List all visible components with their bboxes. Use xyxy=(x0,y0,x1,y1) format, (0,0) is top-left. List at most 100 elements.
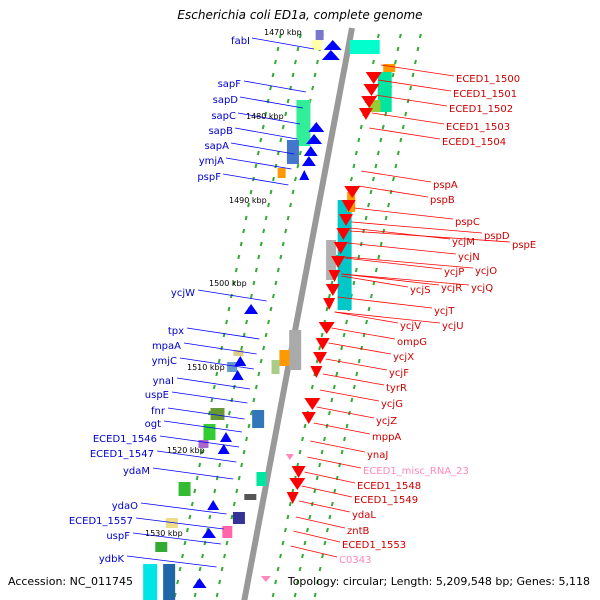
track-divider-dash xyxy=(349,176,353,182)
feature-block xyxy=(178,482,191,496)
track-divider-dash xyxy=(193,592,197,598)
track-divider-dash xyxy=(327,293,331,299)
track-divider-dash xyxy=(269,306,273,312)
track-divider-dash xyxy=(223,553,227,559)
gene-arrow xyxy=(358,108,373,120)
track-divider-dash xyxy=(193,488,197,494)
label-leader xyxy=(337,296,433,309)
track-divider-dash xyxy=(271,592,275,598)
track-divider-dash xyxy=(176,579,180,585)
track-divider-dash xyxy=(404,111,408,117)
label-leader xyxy=(380,64,455,77)
gene-arrow xyxy=(325,284,340,296)
gene-label-right: ycjQ xyxy=(471,283,493,294)
track-divider-dash xyxy=(267,319,271,325)
track-divider-dash xyxy=(335,371,339,377)
label-leader xyxy=(316,406,375,419)
track-divider-dash xyxy=(274,579,278,585)
label-leader xyxy=(197,289,267,302)
track-divider-dash xyxy=(254,267,258,273)
label-leader xyxy=(319,389,380,402)
track-divider-dash xyxy=(310,384,314,390)
track-divider-dash xyxy=(313,592,317,598)
gene-arrow xyxy=(289,478,306,490)
track-divider-dash xyxy=(257,371,261,377)
track-divider-dash xyxy=(313,72,317,78)
track-divider-dash xyxy=(359,124,363,130)
label-leader xyxy=(298,500,351,513)
gene-label-right: ompG xyxy=(397,337,427,348)
track-divider-dash xyxy=(328,514,332,520)
gene-label-right: ycjZ xyxy=(376,416,397,427)
track-divider-dash xyxy=(195,475,199,481)
gene-label-right: ycjT xyxy=(434,306,455,317)
label-leader xyxy=(304,471,356,484)
track-divider-dash xyxy=(269,189,273,195)
gene-label-right: pspB xyxy=(430,195,455,206)
track-divider-dash xyxy=(398,33,402,39)
gene-label-left: fabI xyxy=(231,36,250,47)
track-divider-dash xyxy=(200,449,204,455)
label-leader xyxy=(378,79,452,92)
track-divider-dash xyxy=(365,319,369,325)
track-divider-dash xyxy=(379,241,383,247)
track-divider-dash xyxy=(340,449,344,455)
gene-label-left: ydaO xyxy=(112,501,138,512)
feature-block xyxy=(143,564,158,600)
gene-arrow xyxy=(219,432,232,442)
gene-label-right: ECED1_1553 xyxy=(342,540,406,551)
track-divider-dash xyxy=(210,397,214,403)
gene-arrow xyxy=(260,576,271,582)
track-divider-dash xyxy=(343,436,347,442)
label-leader xyxy=(237,112,301,125)
track-divider-dash xyxy=(301,436,305,442)
label-leader xyxy=(225,157,292,170)
track-divider-dash xyxy=(227,306,231,312)
track-divider-dash xyxy=(323,436,327,442)
gene-arrow xyxy=(315,338,330,350)
label-leader xyxy=(334,311,399,324)
gene-label-left: pspF xyxy=(197,172,221,183)
track-divider-dash xyxy=(352,280,356,286)
track-divider-dash xyxy=(308,514,312,520)
feature-block xyxy=(203,424,216,440)
track-divider-dash xyxy=(279,254,283,260)
feature-block xyxy=(227,362,238,372)
track-divider-dash xyxy=(240,345,244,351)
track-divider-dash xyxy=(274,280,278,286)
track-divider-dash xyxy=(286,514,290,520)
track-divider-dash xyxy=(387,202,391,208)
gene-arrow xyxy=(361,96,378,108)
label-leader xyxy=(344,257,443,270)
gene-label-right: pspD xyxy=(484,231,510,242)
track-divider-dash xyxy=(296,163,300,169)
track-divider-dash xyxy=(284,228,288,234)
gene-label-right: pspC xyxy=(455,217,480,228)
track-divider-dash xyxy=(291,72,295,78)
track-divider-dash xyxy=(218,462,222,468)
gene-arrows xyxy=(192,40,382,588)
label-leader xyxy=(295,516,346,529)
track-divider-dash xyxy=(215,592,219,598)
label-leader xyxy=(140,502,227,515)
track-divider-dash xyxy=(298,33,302,39)
track-divider-dash xyxy=(414,59,417,65)
track-divider-dash xyxy=(352,163,356,169)
track-divider-dash xyxy=(316,59,319,65)
gene-arrow xyxy=(306,134,323,144)
track-divider-dash xyxy=(374,267,378,273)
label-leader xyxy=(341,273,440,286)
label-leader xyxy=(369,127,441,140)
label-leader xyxy=(239,96,304,109)
track-divider-dash xyxy=(340,345,344,351)
label-leader xyxy=(251,37,315,50)
track-divider-dash xyxy=(234,267,238,273)
track-divider-dash xyxy=(301,553,305,559)
gene-label-left: uspF xyxy=(106,531,130,542)
track-divider-dash xyxy=(279,137,283,143)
track-divider-dash xyxy=(337,358,341,364)
gene-arrow xyxy=(344,186,361,198)
track-divider-dash xyxy=(242,449,246,455)
feature-block xyxy=(252,410,265,428)
track-divider-dash xyxy=(394,163,398,169)
